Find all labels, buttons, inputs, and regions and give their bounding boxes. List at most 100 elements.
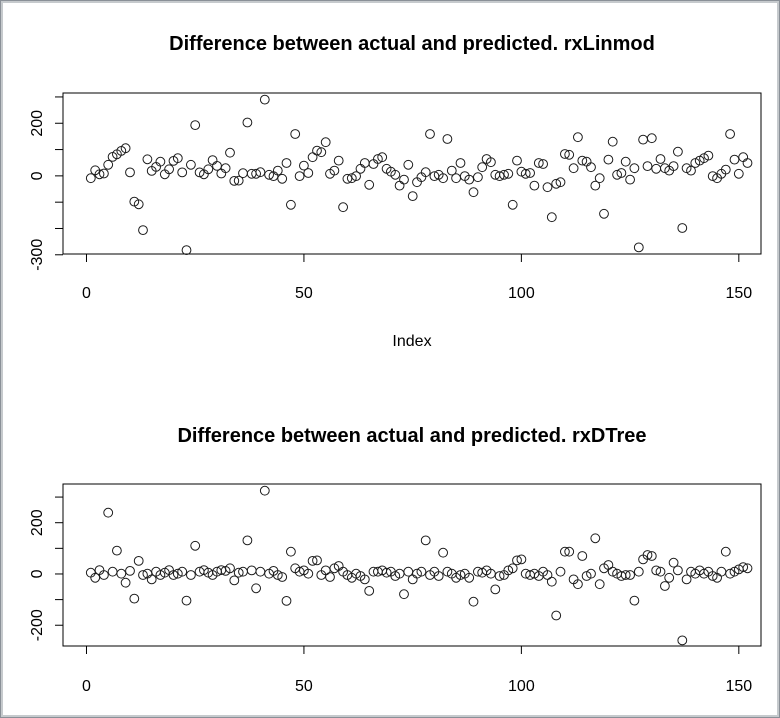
data-point — [516, 554, 527, 565]
data-point — [551, 178, 562, 189]
data-point — [646, 133, 657, 144]
data-point — [546, 576, 557, 587]
data-point — [520, 168, 531, 179]
data-point — [716, 566, 727, 577]
data-point — [120, 143, 131, 154]
data-point — [359, 158, 370, 168]
data-point — [568, 163, 579, 174]
data-point — [451, 173, 462, 184]
data-point — [538, 159, 548, 169]
data-point — [190, 120, 201, 130]
data-point — [477, 162, 488, 173]
data-point — [703, 150, 714, 161]
data-point — [681, 574, 692, 585]
data-point — [555, 177, 566, 188]
data-point — [233, 175, 244, 186]
data-point — [255, 167, 266, 178]
data-point — [668, 161, 679, 172]
scatter-points-rxdtree — [85, 485, 753, 646]
data-point — [264, 169, 275, 180]
data-point — [529, 180, 540, 191]
data-point — [455, 158, 466, 168]
data-point — [190, 540, 201, 551]
data-point — [673, 146, 683, 157]
data-point — [307, 152, 318, 163]
data-point — [99, 570, 109, 580]
data-point — [594, 173, 605, 184]
data-point — [707, 571, 718, 581]
data-point — [673, 565, 683, 576]
data-point — [138, 225, 148, 236]
plot-box-rxlinmod — [62, 92, 762, 255]
data-point — [625, 174, 635, 185]
data-point — [229, 176, 240, 186]
data-point — [577, 155, 588, 166]
data-point — [146, 574, 157, 585]
data-point — [177, 566, 188, 577]
data-point — [312, 555, 322, 566]
data-point — [503, 565, 514, 576]
y-tick-label: 0 — [29, 569, 46, 578]
data-point — [555, 566, 566, 577]
data-point — [359, 574, 370, 585]
x-tick-label: 150 — [725, 285, 752, 302]
data-point — [377, 152, 388, 163]
data-point — [303, 568, 314, 579]
data-point — [242, 117, 253, 128]
data-point — [168, 570, 179, 580]
data-point — [686, 165, 696, 176]
data-point — [586, 162, 596, 173]
y-tick-label: -300 — [29, 239, 46, 271]
data-point — [186, 159, 196, 170]
data-point — [546, 212, 557, 223]
data-point — [464, 174, 475, 185]
data-point — [455, 570, 466, 580]
data-point — [120, 577, 131, 588]
x-tick-label: 0 — [82, 285, 91, 302]
data-point — [225, 563, 235, 574]
data-point — [633, 566, 644, 577]
data-point — [512, 555, 522, 566]
data-point — [338, 202, 349, 213]
data-point — [651, 163, 662, 174]
data-point — [603, 154, 614, 165]
data-point — [599, 208, 609, 219]
x-tick-label: 150 — [725, 678, 752, 695]
data-point — [607, 136, 618, 147]
data-point — [99, 168, 109, 179]
data-point — [660, 581, 670, 591]
data-point — [181, 595, 192, 606]
data-point — [251, 583, 262, 594]
y-tick-label: 200 — [29, 509, 46, 536]
data-point — [138, 570, 148, 580]
data-point — [286, 199, 296, 210]
data-point — [664, 572, 675, 583]
data-point — [499, 169, 509, 180]
data-point — [133, 556, 144, 566]
data-point — [442, 134, 453, 144]
data-point — [220, 163, 231, 174]
data-point — [425, 129, 435, 139]
data-point — [525, 168, 535, 178]
data-point — [725, 568, 735, 579]
data-point — [442, 566, 453, 577]
data-point — [125, 566, 135, 576]
data-point — [294, 171, 305, 182]
data-point — [373, 154, 383, 164]
data-point — [303, 168, 314, 178]
data-point — [551, 610, 562, 621]
data-point — [564, 149, 575, 160]
data-point — [90, 572, 101, 583]
data-point — [616, 168, 627, 178]
data-point — [668, 557, 679, 568]
data-point — [542, 182, 553, 193]
data-point — [316, 147, 327, 158]
data-point — [438, 173, 449, 184]
data-point — [729, 154, 740, 165]
data-point — [573, 132, 583, 143]
data-point — [573, 579, 583, 590]
x-tick-label: 50 — [295, 285, 313, 302]
data-point — [586, 568, 596, 579]
